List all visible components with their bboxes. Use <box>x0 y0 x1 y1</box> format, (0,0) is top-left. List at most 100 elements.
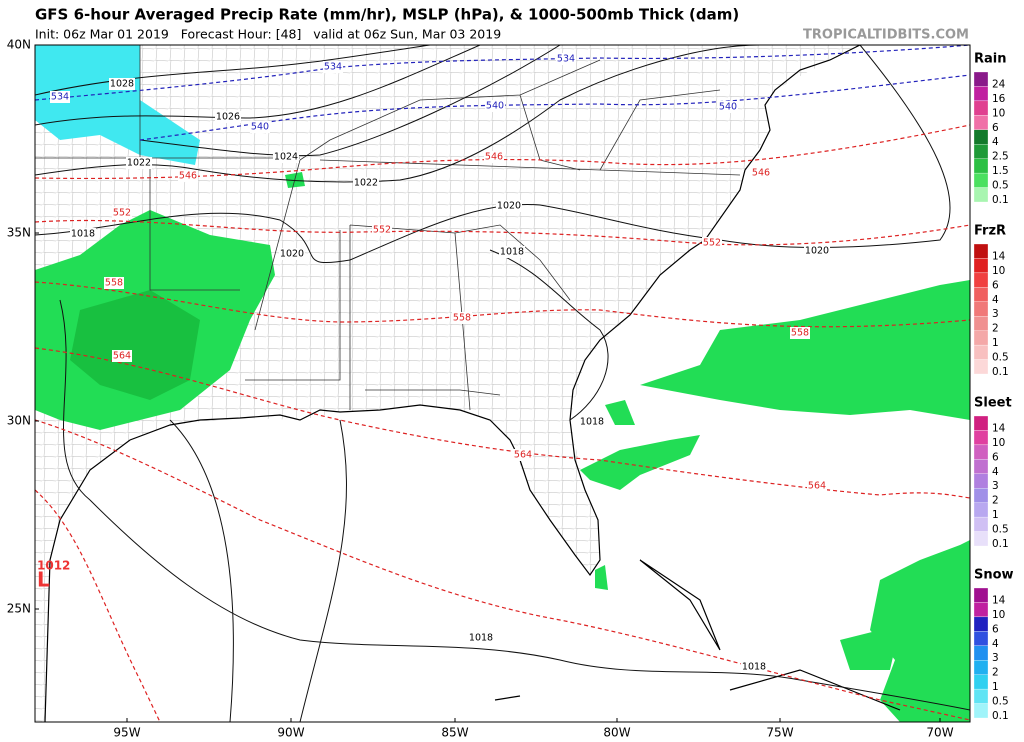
isobar-label: 1028 <box>110 79 134 90</box>
legend-swatch <box>973 473 989 489</box>
label-bg <box>485 100 505 112</box>
legend-label: 10 <box>992 609 1005 621</box>
snow-area <box>35 45 200 165</box>
thickness-label: 558 <box>791 328 809 339</box>
legend-label: 0.5 <box>992 696 1009 708</box>
legend-label: 1 <box>992 337 999 349</box>
label-bg <box>556 53 576 65</box>
legend-label: 14 <box>992 250 1006 262</box>
label-bg <box>741 661 767 673</box>
legend-title: Sleet <box>974 396 1012 411</box>
legend-swatch <box>973 243 989 259</box>
thickness-label: 552 <box>703 238 721 249</box>
label-bg <box>499 246 525 258</box>
label-bg <box>323 61 343 73</box>
lon-label: 80W <box>603 726 630 740</box>
legend-label: 2.5 <box>992 151 1009 163</box>
legend-label: 3 <box>992 480 999 492</box>
label-bg <box>790 327 810 339</box>
legend-label: 10 <box>992 107 1005 119</box>
label-bg <box>250 121 270 133</box>
legend-swatch <box>973 287 989 302</box>
legend-swatch <box>973 71 989 87</box>
thickness-line <box>35 45 970 101</box>
legend-label: 2 <box>992 667 999 679</box>
legend-swatch <box>973 344 989 360</box>
thickness-label: 540 <box>719 102 737 113</box>
legend-label: 6 <box>992 623 999 635</box>
thickness-label: 552 <box>113 208 131 219</box>
legend-label: 0.1 <box>992 366 1009 378</box>
legend-swatch <box>973 115 989 130</box>
thickness-label: 534 <box>51 92 69 103</box>
legend-label: 6 <box>992 122 999 134</box>
legend-swatch <box>973 316 989 331</box>
contour-labels: 1028 1026 1024 1022 1022 1020 1018 1020 1018 1020… <box>50 53 830 673</box>
legend-swatch <box>973 688 989 704</box>
label-bg <box>273 151 299 163</box>
legend-label: 6 <box>992 279 999 291</box>
rain-area-heavy <box>70 290 200 400</box>
isobar-label: 1018 <box>71 229 95 240</box>
legend-label: 14 <box>992 422 1006 434</box>
label-bg <box>452 312 472 324</box>
low-pressure: 1012 <box>37 559 70 573</box>
label-bg <box>718 101 738 113</box>
lon-label: 90W <box>277 726 304 740</box>
thickness-label: 546 <box>752 168 770 179</box>
legend-swatch <box>973 187 989 203</box>
isobar-label: 1022 <box>127 158 151 169</box>
label-bg <box>751 167 771 179</box>
legend-swatch <box>973 272 989 288</box>
legend-title: Snow <box>974 568 1014 583</box>
legend-label: 0.1 <box>992 194 1009 206</box>
legend-swatch <box>973 674 989 690</box>
legend-title: FrzR <box>974 224 1006 239</box>
isobar-label: 1018 <box>500 247 524 258</box>
legend-label: 6 <box>992 451 999 463</box>
legend-swatch <box>973 172 989 188</box>
label-bg <box>579 416 605 428</box>
legend-swatch <box>973 616 989 632</box>
thickness-label: 546 <box>179 171 197 182</box>
isobar-label: 1018 <box>469 633 493 644</box>
legend-label: 1 <box>992 509 999 521</box>
legend-swatch <box>973 444 989 460</box>
legend-swatch <box>973 631 989 646</box>
label-bg <box>112 350 132 362</box>
thickness-label: 534 <box>324 62 342 73</box>
label-bg <box>215 111 241 123</box>
subtitle: Init: 06z Mar 01 2019 Forecast Hour: [48… <box>35 27 501 42</box>
legend-label: 0.5 <box>992 180 1009 192</box>
lat-label: 30N <box>7 414 31 428</box>
thickness-label: 564 <box>113 351 131 362</box>
isobar-label: 1020 <box>805 246 829 257</box>
coastline <box>44 45 861 722</box>
label-bg <box>353 177 379 189</box>
label-bg <box>70 228 96 240</box>
legend-swatch <box>973 415 989 431</box>
legend-label: 4 <box>992 136 999 148</box>
legend-swatch <box>973 330 989 346</box>
islands <box>494 559 901 711</box>
thickness-line <box>35 281 970 328</box>
label-bg <box>126 157 152 169</box>
isobar-label: 1018 <box>580 417 604 428</box>
label-bg <box>702 237 722 249</box>
label-bg <box>279 248 305 260</box>
thickness-label: 564 <box>514 450 532 461</box>
legend-swatch <box>973 301 989 317</box>
thickness-label: 558 <box>105 278 123 289</box>
label-bg <box>468 632 494 644</box>
thickness-label: 540 <box>486 101 504 112</box>
legend-label: 24 <box>992 78 1006 90</box>
thickness-label: 540 <box>251 122 269 133</box>
isobar <box>35 45 481 126</box>
legend-swatch <box>973 459 989 474</box>
legend-swatch <box>973 144 989 159</box>
low-marker: L <box>37 568 50 592</box>
label-bg <box>513 449 533 461</box>
label-bg <box>109 78 135 90</box>
legend-swatch <box>973 645 989 661</box>
